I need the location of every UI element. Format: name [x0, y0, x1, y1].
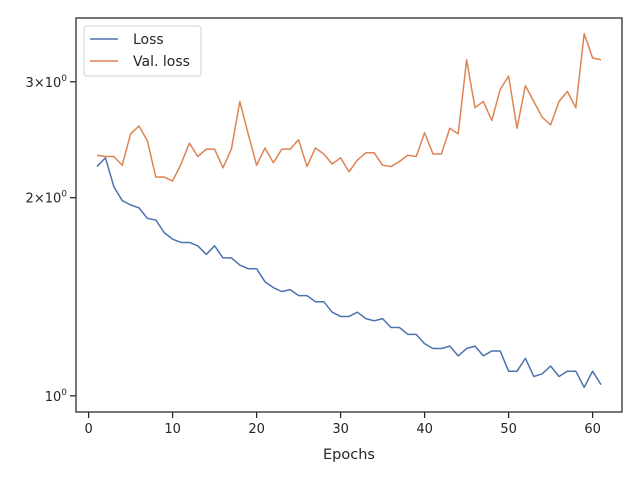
legend: Loss Val. loss [83, 25, 202, 77]
plot-frame [75, 17, 623, 413]
x-tick-label: 40 [416, 422, 433, 437]
series-line-loss [96, 156, 602, 389]
x-tick-label: 10 [164, 422, 181, 437]
x-tick-label: 30 [332, 422, 349, 437]
legend-label: Val. loss [133, 54, 190, 70]
y-axis-ticks: 100 2×100 3×100 [26, 74, 76, 405]
series-line-val-loss [96, 32, 602, 182]
x-tick-label: 60 [584, 422, 601, 437]
x-tick-label: 0 [84, 422, 92, 437]
x-axis-ticks: 0 10 20 30 40 50 60 [84, 412, 601, 437]
series-lines [96, 32, 602, 389]
x-tick-label: 20 [248, 422, 265, 437]
y-tick-label: 3×100 [26, 74, 68, 91]
x-tick-label: 50 [500, 422, 517, 437]
legend-label: Loss [133, 32, 164, 48]
plot-background [76, 18, 622, 412]
y-tick-label: 100 [45, 388, 68, 405]
y-tick-label: 2×100 [26, 190, 68, 207]
x-axis-label: Epochs [323, 447, 375, 463]
